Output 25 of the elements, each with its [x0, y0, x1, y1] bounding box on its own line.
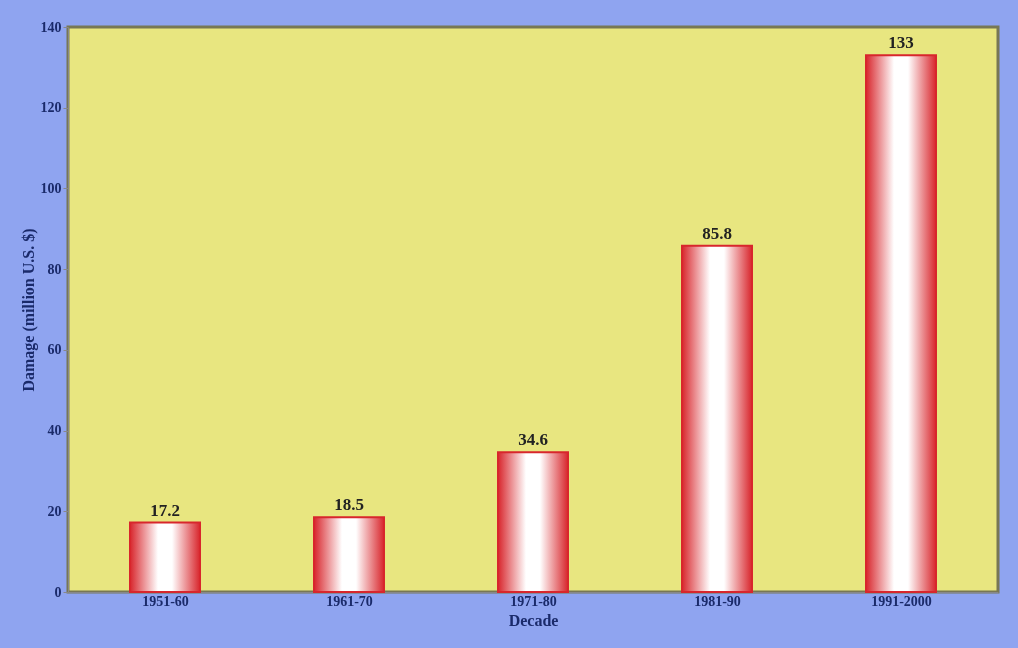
- y-tick-label: 60: [47, 342, 62, 358]
- x-tick-label: 1961-70: [326, 593, 373, 609]
- x-tick-label: 1951-60: [142, 593, 189, 609]
- x-axis-title: Decade: [508, 611, 559, 629]
- data-label: 34.6: [518, 430, 548, 450]
- data-label: 133: [888, 33, 914, 53]
- bar: [497, 451, 569, 593]
- x-tick-label: 1981-90: [694, 593, 741, 609]
- bar: [681, 244, 753, 593]
- bar: [129, 521, 201, 593]
- y-tick-label: 140: [40, 19, 62, 35]
- data-label: 85.8: [702, 223, 732, 243]
- data-label: 18.5: [334, 495, 364, 515]
- y-tick-label: 20: [47, 503, 62, 519]
- y-tick-label: 80: [47, 261, 62, 277]
- x-tick-label: 1971-80: [510, 593, 557, 609]
- y-tick-label: 100: [40, 180, 62, 196]
- y-tick-label: 40: [47, 423, 62, 439]
- data-label: 17.2: [150, 500, 180, 520]
- y-axis-title: Damage (million U.S. $): [19, 228, 38, 392]
- y-tick-label: 120: [40, 100, 62, 116]
- bar: [865, 54, 937, 593]
- y-tick-label: 0: [54, 584, 62, 600]
- bar: [313, 516, 385, 593]
- x-tick-label: 1991-2000: [871, 593, 932, 609]
